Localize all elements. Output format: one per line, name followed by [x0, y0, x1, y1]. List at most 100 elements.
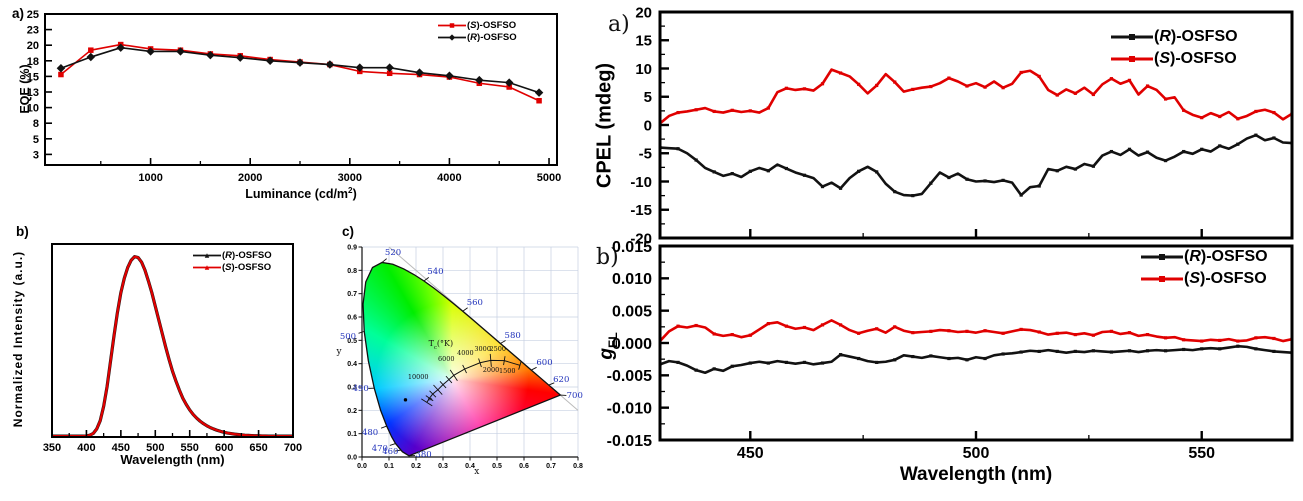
- legend-item: (S)-OSFSO: [437, 20, 517, 31]
- svg-text:10: 10: [635, 61, 652, 78]
- svg-text:13: 13: [27, 87, 39, 99]
- svg-text:0.9: 0.9: [347, 245, 357, 252]
- svg-text:25: 25: [27, 9, 39, 21]
- pl-x-axis-label: Wavelength (nm): [120, 452, 225, 467]
- svg-text:0.010: 0.010: [612, 271, 652, 288]
- svg-text:-20: -20: [630, 230, 652, 247]
- legend-line-sample: [193, 253, 221, 258]
- svg-text:0.5: 0.5: [347, 338, 357, 345]
- cpel-chart: 20 15 10 5 0 -5 -10 -15 -20: [630, 4, 1294, 247]
- svg-text:-0.010: -0.010: [607, 400, 652, 417]
- svg-text:3000: 3000: [338, 172, 362, 184]
- cie-wavelength-label: 520: [384, 248, 402, 259]
- svg-text:5: 5: [644, 89, 652, 106]
- svg-text:-5: -5: [639, 146, 652, 163]
- svg-text:8: 8: [33, 118, 39, 130]
- legend-item: (S)-OSFSO: [1140, 270, 1268, 288]
- cie-y-axis-label: y: [336, 347, 342, 357]
- cie-x-axis-label: x: [474, 467, 480, 478]
- svg-text:0.1: 0.1: [347, 431, 357, 438]
- legend-item: (R)-OSFSO: [1110, 28, 1238, 46]
- svg-text:5000: 5000: [537, 172, 561, 184]
- svg-text:15: 15: [635, 33, 652, 50]
- panel-pl: b) 350 400 450 500 550 600 650 700 Normalized I…: [0, 220, 340, 501]
- legend-item: (R)-OSFSO: [1140, 248, 1268, 266]
- gel-y-axis-label: gEL: [596, 332, 620, 360]
- svg-text:5: 5: [33, 134, 39, 146]
- pl-y-axis-label: Normalized Intensity (a.u.): [11, 250, 25, 428]
- pl-spectrum-chart: 350 400 450 500 550 600 650 700: [43, 243, 302, 454]
- legend-label: (R)-OSFSO: [1184, 248, 1268, 265]
- legend-line-sample: [193, 265, 221, 270]
- cie-wavelength-label: 580: [504, 331, 521, 342]
- panel-cpel: a) 20 15 10 5 0 -5 -10 -15 -20 CPEL (mdeg) (R)-O…: [590, 0, 1303, 247]
- svg-text:0.2: 0.2: [411, 463, 421, 470]
- cie-temperature-label: 3000: [474, 345, 491, 354]
- svg-text:10: 10: [27, 103, 39, 115]
- cie-temperature-label: 6000: [437, 355, 455, 364]
- panel-label-b-left: b): [16, 224, 29, 239]
- legend-item: (R)-OSFSO: [192, 250, 272, 261]
- eqe-legend: (S)-OSFSO (R)-OSFSO: [437, 20, 517, 44]
- cie-wavelength-label: 380: [415, 450, 432, 461]
- svg-text:0.8: 0.8: [573, 463, 583, 470]
- svg-text:-15: -15: [630, 202, 652, 219]
- cie-temperature-label: ∞: [427, 395, 433, 404]
- svg-text:0: 0: [644, 117, 652, 134]
- svg-text:700: 700: [284, 442, 302, 454]
- svg-text:450: 450: [112, 442, 130, 454]
- svg-text:0.4: 0.4: [465, 463, 475, 470]
- svg-text:500: 500: [146, 442, 164, 454]
- legend-item: (S)-OSFSO: [1110, 50, 1238, 68]
- svg-text:4000: 4000: [437, 172, 461, 184]
- eqe-x-axis-label: Luminance (cd/m2): [245, 186, 357, 202]
- legend-label: (S)-OSFSO: [1154, 50, 1237, 67]
- cie-wavelength-label: 470: [371, 443, 388, 454]
- panel-cie: c) 0.0 0.1 0.2 0.3 0.4 0.5 0.6 0.7 0.8 0.0 0.1 0.2 0…: [336, 222, 603, 501]
- eqe-chart: 1000 2000 3000 4000 5000 25 23 20 18 15 13 10 8 5 3: [27, 9, 562, 184]
- cie-wavelength-label: 540: [427, 267, 444, 278]
- svg-text:450: 450: [737, 445, 764, 462]
- legend-label: (R)-OSFSO: [467, 32, 517, 43]
- panel-gel: b) 450 500 550 0.015 0.010 0.005 0.000 -0.005 -0…: [590, 239, 1303, 501]
- legend-line-sample: [438, 23, 466, 28]
- svg-text:0.2: 0.2: [347, 408, 357, 415]
- pl-legend: (R)-OSFSO (S)-OSFSO: [192, 250, 272, 274]
- svg-text:0.7: 0.7: [546, 463, 556, 470]
- legend-line-sample: [1141, 254, 1183, 260]
- legend-item: (R)-OSFSO: [437, 32, 517, 43]
- svg-text:0.005: 0.005: [612, 303, 652, 320]
- svg-text:0.6: 0.6: [347, 315, 357, 322]
- panel-label-a-left: a): [12, 6, 25, 21]
- svg-text:23: 23: [27, 25, 39, 37]
- svg-text:0.5: 0.5: [492, 463, 502, 470]
- legend-line-sample: [1141, 276, 1183, 282]
- svg-text:20: 20: [27, 40, 39, 52]
- cie-wavelength-label: 480: [361, 427, 379, 438]
- cie-wavelength-label: 600: [536, 358, 553, 369]
- cie-wavelength-label: 620: [553, 375, 570, 385]
- svg-text:20: 20: [635, 4, 652, 21]
- svg-text:18: 18: [27, 56, 39, 68]
- svg-text:0.1: 0.1: [384, 463, 394, 470]
- svg-text:-10: -10: [630, 174, 652, 191]
- eqe-y-axis-label: EQE (%): [18, 64, 32, 114]
- svg-text:400: 400: [77, 442, 95, 454]
- cie-wavelength-label: 700: [566, 390, 583, 401]
- legend-label: (S)-OSFSO: [1184, 270, 1267, 287]
- svg-text:0.0: 0.0: [347, 455, 357, 462]
- panel-label-a-right: a): [608, 12, 630, 37]
- svg-text:550: 550: [181, 442, 199, 454]
- cie-wavelength-label: 500: [339, 331, 357, 342]
- svg-text:3: 3: [33, 149, 39, 161]
- svg-text:-0.015: -0.015: [607, 433, 652, 450]
- legend-line-sample: [1111, 56, 1153, 62]
- cie-wavelength-label: 460: [382, 446, 399, 457]
- svg-text:550: 550: [1188, 445, 1215, 462]
- svg-text:0.015: 0.015: [612, 239, 652, 256]
- svg-text:0.3: 0.3: [347, 385, 357, 392]
- legend-label: (S)-OSFSO: [222, 262, 272, 273]
- cpel-legend: (R)-OSFSO (S)-OSFSO: [1110, 28, 1238, 72]
- gel-chart: 450 500 550 0.015 0.010 0.005 0.000 -0.005 -0.01…: [607, 239, 1294, 462]
